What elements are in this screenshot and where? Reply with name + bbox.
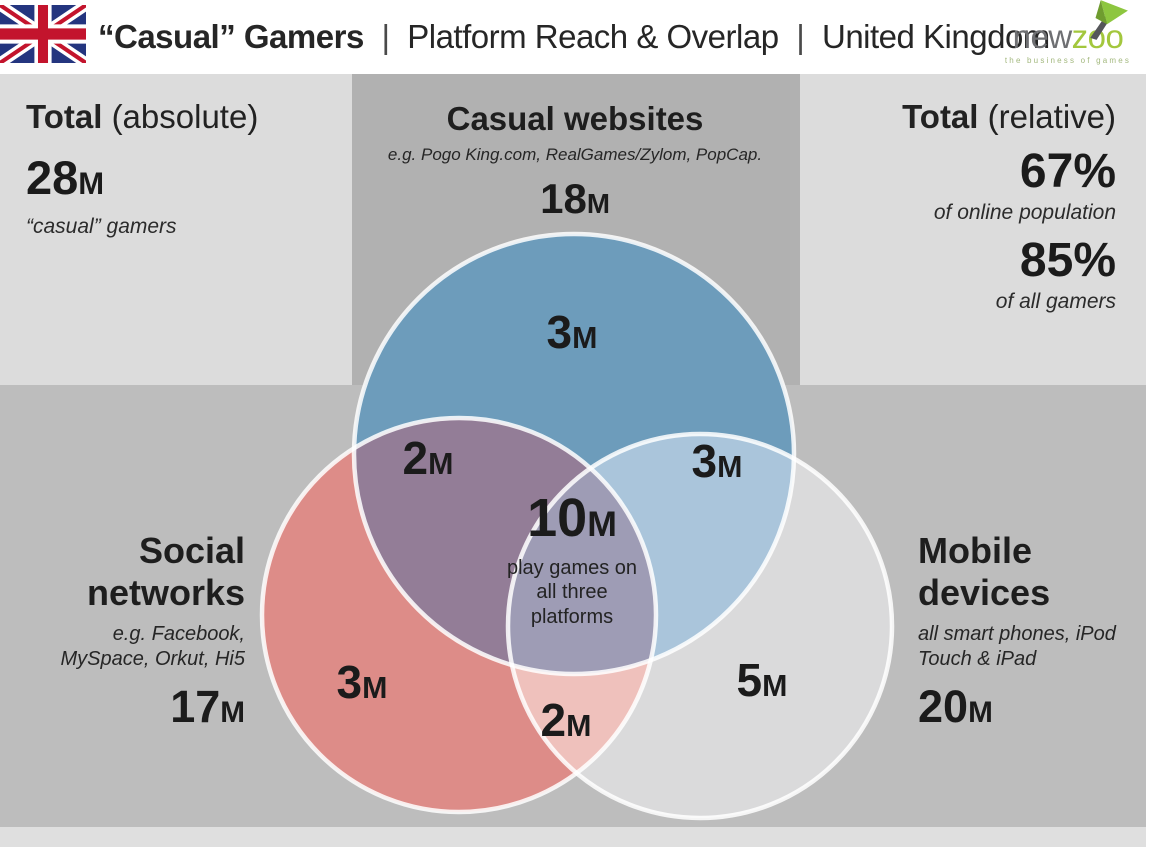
title-region: United Kingdom — [821, 18, 1050, 55]
value-websites-social-unit: M — [428, 448, 454, 481]
total-absolute-number: 28 — [26, 151, 79, 204]
value-websites-only: 3M — [547, 305, 598, 359]
logo-tagline: the business of games — [1004, 56, 1132, 65]
value-social-only-unit: M — [362, 672, 388, 705]
bottom-strip — [0, 827, 1146, 847]
casual-websites-title: Casual websites — [446, 100, 704, 137]
venn-diagram — [259, 231, 895, 821]
value-all-three: 10M play games on all three platforms — [507, 487, 637, 629]
title-separator-2: | — [796, 18, 805, 55]
social-title-line2: networks — [86, 572, 245, 614]
mobile-devices-total: 20M — [918, 681, 1116, 733]
value-websites-social: 2M — [403, 431, 454, 485]
value-social-mobile-number: 2 — [540, 694, 567, 746]
social-networks-examples: e.g. Facebook, MySpace, Orkut, Hi5 — [60, 622, 245, 672]
total-relative-heading-bold: Total — [902, 98, 979, 135]
venn-outline-websites — [351, 231, 797, 677]
mobile-examples-line2: Touch & iPad — [918, 647, 1037, 670]
total-absolute-heading: Total (absolute) — [26, 98, 326, 136]
online-population-share-caption: of online population — [933, 201, 1116, 224]
header: “Casual” Gamers | Platform Reach & Overl… — [0, 0, 1152, 74]
total-absolute-heading-normal: (absolute) — [111, 98, 259, 135]
total-relative-heading: Total (relative) — [830, 98, 1116, 136]
value-websites-only-number: 3 — [546, 306, 573, 358]
mobile-title-line2: devices — [918, 572, 1051, 614]
total-relative-heading-normal: (relative) — [987, 98, 1116, 135]
casual-websites-unit: M — [586, 188, 610, 219]
online-population-share-value: 67% — [1019, 145, 1116, 198]
page-title: “Casual” Gamers | Platform Reach & Overl… — [98, 18, 1050, 56]
mobile-title-line1: Mobile — [918, 530, 1032, 571]
mobile-devices-unit: M — [968, 695, 993, 729]
casual-websites-total: 18M — [350, 175, 800, 223]
title-separator: | — [381, 18, 390, 55]
newzoo-plane-icon — [1090, 0, 1128, 40]
value-all-three-number: 10 — [527, 487, 588, 548]
infographic-canvas: Total (absolute) 28M “casual” gamers Tot… — [0, 74, 1146, 827]
total-absolute-value: 28M — [26, 150, 326, 205]
value-social-mobile: 2M — [541, 693, 592, 747]
value-mobile-only-number: 5 — [736, 654, 763, 706]
mobile-devices-number: 20 — [918, 680, 969, 732]
value-all-three-caption: play games on all three platforms — [507, 556, 637, 629]
value-websites-mobile-number: 3 — [691, 435, 718, 487]
casual-websites-label: Casual websites e.g. Pogo King.com, Real… — [350, 100, 800, 223]
social-title-line1: Social — [138, 530, 245, 571]
mobile-devices-title: Mobile devices — [918, 530, 1116, 615]
social-networks-unit: M — [220, 695, 245, 729]
venn-outline-mobile — [505, 431, 895, 821]
value-websites-mobile: 3M — [692, 434, 743, 488]
title-secondary: Platform Reach & Overlap — [407, 18, 779, 55]
social-networks-total: 17M — [60, 681, 245, 733]
total-absolute-heading-bold: Total — [26, 98, 103, 135]
total-absolute-panel: Total (absolute) 28M “casual” gamers — [0, 74, 352, 385]
all-three-caption-line2: all three — [536, 581, 608, 604]
value-social-only: 3M — [337, 655, 388, 709]
social-networks-number: 17 — [170, 680, 221, 732]
value-all-three-unit: M — [587, 503, 617, 544]
logo-text-new: new — [1012, 18, 1073, 55]
mobile-devices-examples: all smart phones, iPod Touch & iPad — [918, 622, 1116, 672]
social-networks-title: Social networks — [60, 530, 245, 615]
all-gamers-share-value: 85% — [1019, 234, 1116, 287]
casual-websites-examples: e.g. Pogo King.com, RealGames/Zylom, Pop… — [387, 145, 763, 164]
title-primary: “Casual” Gamers — [98, 18, 364, 55]
uk-flag-icon — [0, 5, 86, 63]
social-examples-line1: e.g. Facebook, — [112, 622, 245, 645]
all-gamers-share-caption: of all gamers — [995, 290, 1116, 313]
all-three-caption-line3: platforms — [530, 605, 614, 628]
value-social-only-number: 3 — [336, 656, 363, 708]
value-mobile-only-unit: M — [762, 670, 788, 703]
mobile-examples-line1: all smart phones, iPod — [918, 622, 1116, 645]
total-absolute-unit: M — [78, 166, 105, 201]
all-three-caption-line1: play games on — [506, 556, 638, 579]
value-social-mobile-unit: M — [566, 710, 592, 743]
social-networks-label: Social networks e.g. Facebook, MySpace, … — [60, 530, 245, 733]
value-websites-mobile-unit: M — [717, 451, 743, 484]
venn-outline-social — [259, 415, 659, 815]
value-mobile-only: 5M — [737, 653, 788, 707]
total-relative-panel: Total (relative) 67% of online populatio… — [800, 74, 1146, 385]
newzoo-logo: newzoo the business of games — [998, 0, 1138, 65]
social-examples-line2: MySpace, Orkut, Hi5 — [60, 647, 245, 670]
casual-websites-number: 18 — [540, 175, 587, 222]
value-websites-social-number: 2 — [402, 432, 429, 484]
value-websites-only-unit: M — [572, 322, 598, 355]
mobile-devices-label: Mobile devices all smart phones, iPod To… — [918, 530, 1116, 733]
newzoo-wordmark: newzoo — [998, 20, 1138, 53]
value-all-three-number-row: 10M — [507, 487, 637, 549]
total-absolute-caption: “casual” gamers — [26, 215, 177, 238]
